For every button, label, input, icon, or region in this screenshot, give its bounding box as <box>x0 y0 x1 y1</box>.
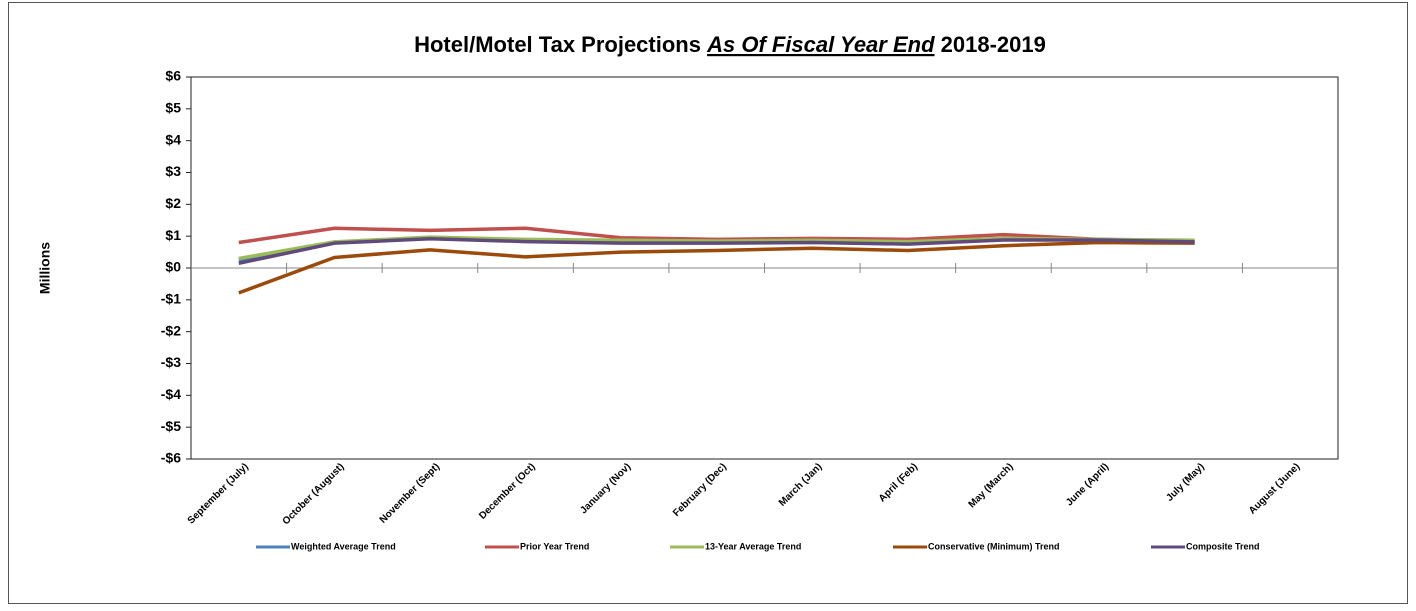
y-tick-label: -$2 <box>161 322 181 338</box>
y-tick-label: -$6 <box>161 450 181 466</box>
y-tick-label: $6 <box>165 68 181 84</box>
y-tick-label: -$4 <box>161 386 181 402</box>
series-line <box>238 240 1195 295</box>
legend-label: Weighted Average Trend <box>291 541 396 551</box>
title-part: 2018-2019 <box>941 32 1046 57</box>
series-line <box>238 236 1195 265</box>
title-emphasis: As Of Fiscal Year End <box>706 32 935 57</box>
y-tick-label: -$3 <box>161 354 181 370</box>
y-tick-label: $0 <box>165 259 181 275</box>
y-tick-label: $5 <box>165 100 181 116</box>
legend-label: Conservative (Minimum) Trend <box>928 541 1060 551</box>
y-tick-label: -$1 <box>161 291 181 307</box>
legend-label: Prior Year Trend <box>520 541 589 551</box>
y-tick-label: -$5 <box>161 418 181 434</box>
chart-title: Hotel/Motel Tax Projections As Of Fiscal… <box>414 32 1046 57</box>
y-tick-label: $4 <box>165 131 181 147</box>
y-tick-label: $1 <box>165 227 181 243</box>
legend-label: 13-Year Average Trend <box>705 541 801 551</box>
y-axis-label: Millions <box>37 242 53 294</box>
chart-border <box>8 2 1408 604</box>
title-part: Hotel/Motel Tax Projections <box>414 32 701 57</box>
y-tick-label: $3 <box>165 163 181 179</box>
legend-label: Composite Trend <box>1186 541 1260 551</box>
y-tick-label: $2 <box>165 195 181 211</box>
